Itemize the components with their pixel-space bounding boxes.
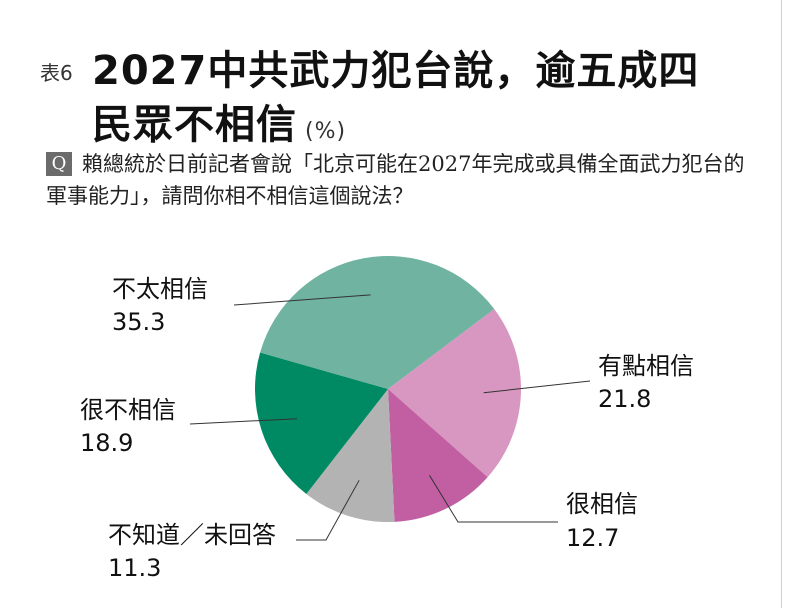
chart-title-line-2: 民眾不相信 (%): [92, 92, 346, 150]
leader-line-2: [429, 475, 558, 523]
leader-line-5: [233, 294, 371, 306]
pie-slice-3: [306, 389, 395, 522]
pie-slices: [255, 255, 521, 522]
survey-question: Q 賴總統於日前記者會說「北京可能在2027年完成或具備全面武力犯台的軍事能力」，…: [46, 148, 746, 212]
leader-lines: [189, 294, 591, 541]
chart-title-line-2-text: 民眾不相信: [92, 102, 297, 148]
slice-label-value-5: 35.3: [112, 308, 165, 336]
question-badge: Q: [46, 152, 72, 176]
question-text: 賴總統於日前記者會說「北京可能在2027年完成或具備全面武力犯台的軍事能力」，請…: [46, 152, 745, 208]
pie-slice-5: [260, 255, 495, 389]
slice-label-name-4: 很不相信: [80, 396, 176, 424]
slice-labels: 有點相信 21.8 很相信 12.7 不知道／未回答 11.3 很不相信 18.9 不太相信 35…: [80, 275, 694, 582]
slice-label-name-5: 不太相信: [112, 275, 208, 303]
pie-slice-4: [255, 352, 388, 494]
slice-label-value-1: 21.8: [598, 385, 651, 413]
slice-label-value-2: 12.7: [566, 524, 619, 552]
pie-slice-2: [388, 389, 488, 522]
table-number: 表6: [40, 61, 73, 85]
leader-line-1: [483, 380, 591, 394]
slice-label-value-4: 18.9: [80, 429, 133, 457]
leader-line-4: [189, 418, 298, 425]
slice-label-name-1: 有點相信: [598, 352, 694, 380]
slice-label-value-3: 11.3: [108, 554, 161, 582]
pie-slice-1: [388, 308, 521, 478]
slice-label-name-3: 不知道／未回答: [108, 521, 276, 549]
chart-title-line-1: 2027中共武力犯台說，逾五成四: [92, 48, 700, 94]
slice-label-name-2: 很相信: [566, 490, 638, 518]
right-border-line: [781, 0, 782, 608]
unit-label: (%): [305, 119, 347, 144]
leader-line-3: [296, 480, 360, 541]
